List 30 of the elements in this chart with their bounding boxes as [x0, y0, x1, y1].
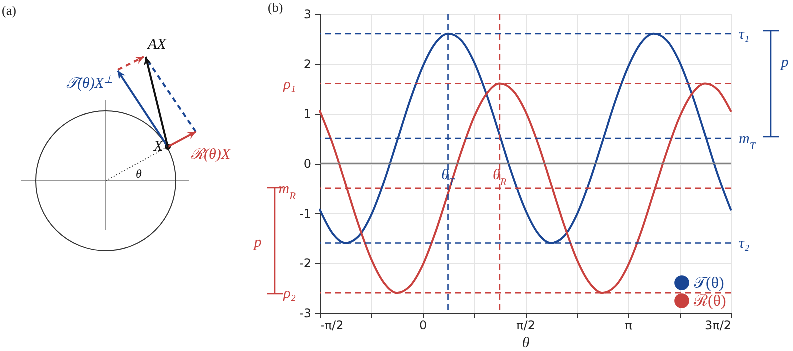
x-axis-title: θ — [522, 336, 530, 351]
ref-line-label: τ₁ — [739, 26, 750, 43]
y-tick-label: -3 — [300, 306, 312, 320]
ref-line-label: m$_{T}$ — [739, 132, 757, 152]
x-tick-label: 0 — [419, 318, 428, 332]
x-tick-label: 3π/2 — [704, 318, 732, 332]
x-tick-label: π — [625, 318, 632, 332]
y-tick-label: 3 — [304, 8, 312, 22]
ref-line-label: θ$_{R}$ — [493, 168, 508, 188]
y-tick-label: -2 — [300, 256, 312, 271]
text: 𝒯(θ)X$^{⊥}$ — [66, 74, 113, 92]
chart-title: (b) — [268, 0, 284, 15]
y-tick-label: -1 — [300, 206, 312, 221]
text: (a) — [2, 3, 16, 18]
legend-label: ℛ(θ) — [693, 293, 726, 310]
text: p — [253, 235, 262, 251]
text: p — [780, 55, 790, 71]
ref-line-label: ρ₂ — [282, 286, 296, 302]
ref-line-label: τ₂ — [739, 236, 750, 252]
y-tick-label: 1 — [304, 107, 312, 122]
x-tick-label: π/2 — [516, 318, 536, 332]
y-tick-label: 0 — [304, 157, 312, 171]
text: X — [152, 139, 164, 155]
legend-label: 𝒯(θ) — [694, 275, 724, 292]
text: AX — [147, 37, 168, 53]
x-tick-label: -π/2 — [320, 318, 344, 332]
ref-line-label: ρ₁ — [282, 76, 296, 93]
text: ℛ(θ)X — [191, 147, 232, 163]
y-tick-label: 2 — [304, 57, 312, 72]
text: θ — [136, 167, 142, 181]
